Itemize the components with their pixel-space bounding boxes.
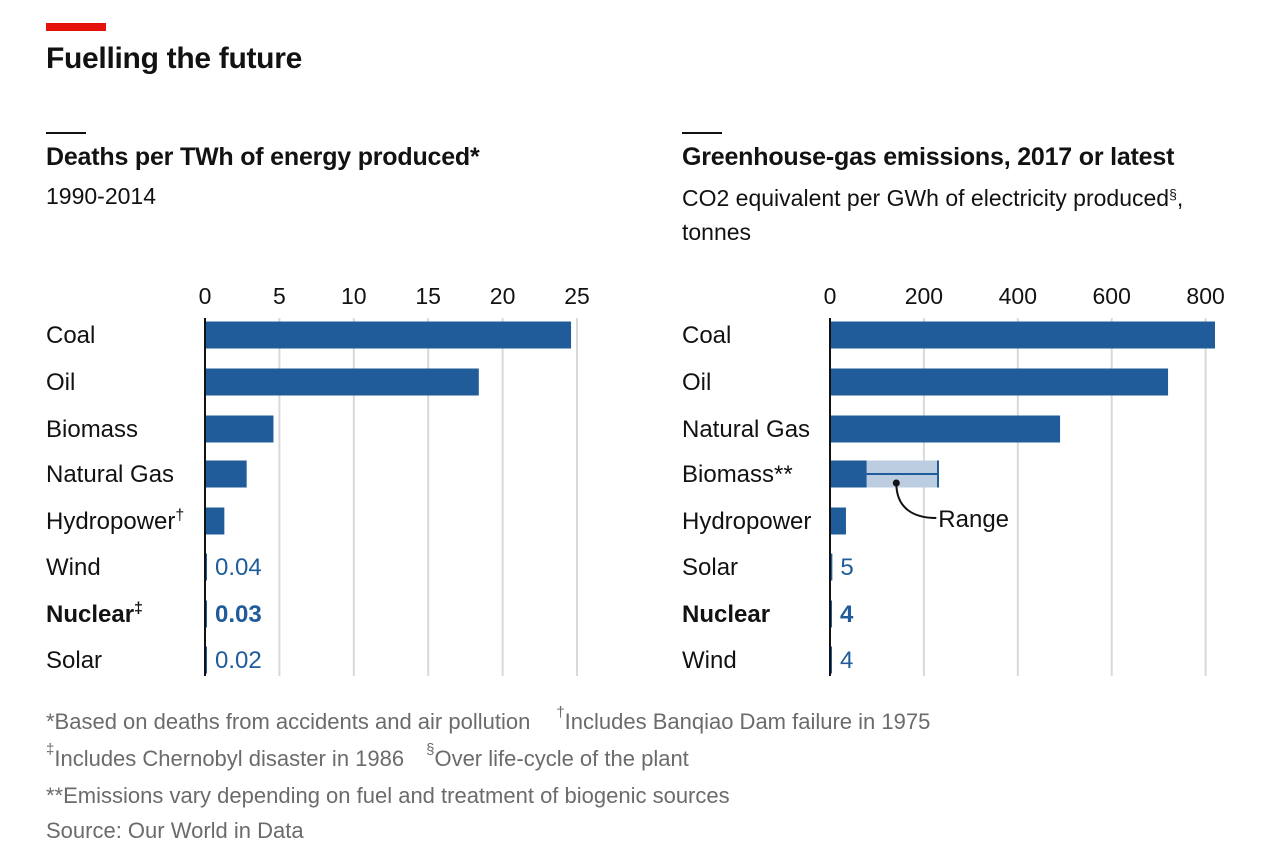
left-category-mark: † bbox=[175, 507, 184, 524]
footnote-lifecycle: Over life-cycle of the plant bbox=[434, 746, 689, 771]
right-chart-subtitle-mark: § bbox=[1169, 186, 1177, 202]
left-category-label: Wind bbox=[46, 554, 101, 581]
right-x-tick-label: 600 bbox=[1093, 283, 1131, 309]
footnote-line-2: ‡Includes Chernobyl disaster in 1986 §Ove… bbox=[46, 741, 689, 772]
footnote-line-1: *Based on deaths from accidents and air … bbox=[46, 704, 931, 735]
left-category-label: Natural Gas bbox=[46, 461, 174, 488]
left-category-label: Solar bbox=[46, 647, 102, 674]
right-value-label: 4 bbox=[840, 647, 853, 674]
right-category-label: Natural Gas bbox=[682, 416, 810, 443]
left-x-tick-label: 25 bbox=[564, 283, 590, 309]
left-chart-rule bbox=[46, 132, 86, 134]
right-category-label: Biomass** bbox=[682, 461, 793, 488]
footnote-deaths: *Based on deaths from accidents and air … bbox=[46, 709, 531, 734]
left-value-label: 0.02 bbox=[215, 647, 262, 674]
brand-red-bar bbox=[46, 23, 106, 31]
right-category-label: Oil bbox=[682, 369, 711, 396]
left-bar bbox=[205, 368, 479, 396]
right-bar bbox=[830, 507, 846, 535]
right-x-tick-label: 200 bbox=[905, 283, 943, 309]
right-category-label: Wind bbox=[682, 647, 737, 674]
left-category-mark: ‡ bbox=[134, 600, 143, 617]
right-chart-rule bbox=[682, 132, 722, 134]
right-chart-title: Greenhouse-gas emissions, 2017 or latest bbox=[682, 143, 1175, 171]
left-category-label: Coal bbox=[46, 322, 95, 349]
left-category-label: Nuclear‡ bbox=[46, 600, 143, 628]
left-x-tick-label: 15 bbox=[415, 283, 441, 309]
page-title: Fuelling the future bbox=[46, 42, 302, 75]
left-x-tick-label: 5 bbox=[273, 283, 286, 309]
left-bar bbox=[205, 460, 247, 488]
right-category-label: Coal bbox=[682, 322, 731, 349]
right-category-label: Solar bbox=[682, 554, 738, 581]
right-category-label: Nuclear bbox=[682, 601, 770, 628]
left-value-label: 0.03 bbox=[215, 601, 262, 628]
left-bar bbox=[205, 507, 225, 535]
left-x-tick-label: 0 bbox=[199, 283, 212, 309]
right-chart-subtitle-units: tonnes bbox=[682, 219, 752, 245]
left-x-tick-label: 10 bbox=[341, 283, 367, 309]
footnote-dagger-mark: † bbox=[556, 704, 565, 721]
left-category-label: Hydropower† bbox=[46, 507, 184, 535]
right-chart-subtitle: CO2 equivalent per GWh of electricity pr… bbox=[682, 181, 1183, 215]
right-bar bbox=[830, 368, 1169, 396]
footnote-double-dagger-mark: ‡ bbox=[46, 741, 55, 758]
source-note: Source: Our World in Data bbox=[46, 818, 304, 843]
left-bar bbox=[205, 415, 274, 443]
left-chart-title: Deaths per TWh of energy produced* bbox=[46, 143, 480, 171]
right-range-annotation-label: Range bbox=[938, 506, 1009, 533]
footnote-section-mark: § bbox=[426, 741, 435, 758]
left-chart-subtitle: 1990-2014 bbox=[46, 183, 156, 209]
right-chart-subtitle-comma: , bbox=[1176, 185, 1184, 211]
left-bar bbox=[205, 321, 572, 349]
right-x-tick-label: 400 bbox=[999, 283, 1037, 309]
left-x-tick-label: 20 bbox=[490, 283, 516, 309]
footnote-line-3: **Emissions vary depending on fuel and t… bbox=[46, 783, 730, 808]
right-bar bbox=[830, 321, 1215, 349]
footnote-chernobyl: Includes Chernobyl disaster in 1986 bbox=[54, 746, 405, 771]
right-x-tick-label: 0 bbox=[824, 283, 837, 309]
left-value-label: 0.04 bbox=[215, 554, 262, 581]
right-bar bbox=[830, 553, 833, 581]
right-value-label: 5 bbox=[840, 554, 853, 581]
right-x-tick-label: 800 bbox=[1186, 283, 1224, 309]
right-chart-subtitle-text: CO2 equivalent per GWh of electricity pr… bbox=[682, 185, 1170, 211]
footnote-banqiao: Includes Banqiao Dam failure in 1975 bbox=[564, 709, 931, 734]
right-bar bbox=[830, 415, 1061, 443]
right-category-label: Hydropower bbox=[682, 508, 811, 535]
left-category-label: Biomass bbox=[46, 416, 138, 443]
right-bar bbox=[830, 460, 867, 488]
right-value-label: 4 bbox=[840, 601, 854, 628]
right-range-annotation-leader bbox=[895, 482, 937, 519]
left-category-label: Oil bbox=[46, 369, 75, 396]
